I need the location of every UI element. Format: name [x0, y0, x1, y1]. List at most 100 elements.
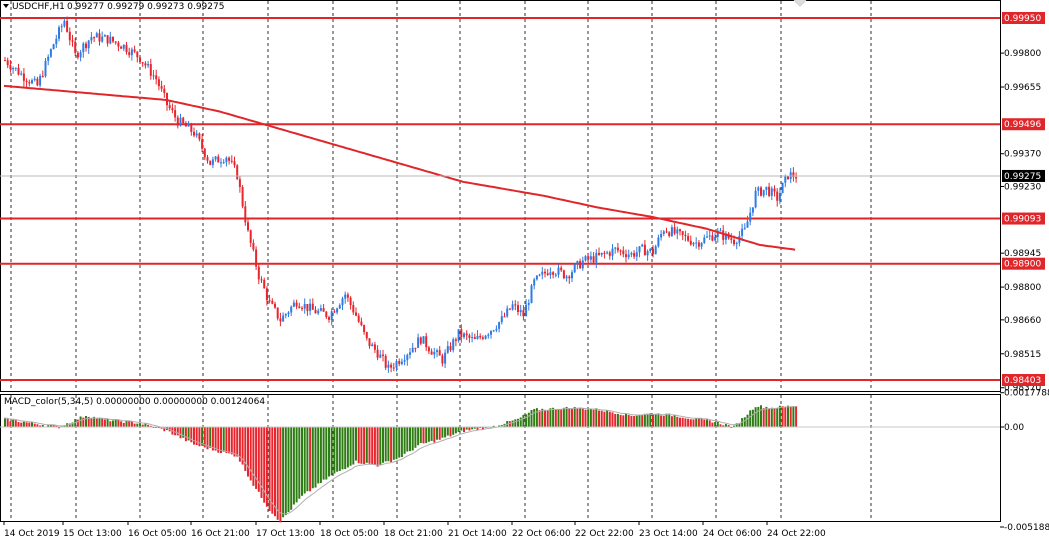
candle-body: [784, 176, 787, 183]
candle-body: [60, 26, 63, 28]
candle-body: [587, 256, 590, 260]
symbol-label: USDCHF,H1: [12, 2, 65, 12]
time-axis-label: 22 Oct 22:00: [575, 529, 634, 538]
macd-bar: [365, 427, 368, 463]
macd-bar: [79, 416, 82, 427]
candle-body: [171, 108, 174, 111]
macd-bar: [627, 414, 630, 427]
candle-body: [349, 297, 352, 306]
candle-body: [670, 227, 673, 236]
price-axis-label: 0.99230: [1004, 182, 1041, 192]
macd-bar: [527, 412, 530, 427]
macd-bar: [322, 427, 325, 480]
macd-bar: [541, 408, 544, 427]
candle-body: [168, 105, 171, 109]
candle-body: [544, 271, 546, 274]
candle-body: [684, 234, 687, 237]
level-price-tag: [1002, 212, 1045, 225]
macd-bar: [160, 427, 163, 429]
candle-body: [660, 233, 663, 238]
candle-body: [182, 117, 185, 123]
macd-bar: [619, 414, 622, 427]
candle-body: [787, 176, 789, 179]
dropdown-arrow-icon[interactable]: [3, 4, 9, 8]
candle-body: [589, 256, 592, 260]
macd-bar: [55, 425, 58, 427]
macd-bar: [460, 427, 463, 431]
macd-bar: [481, 427, 484, 430]
macd-bar: [473, 427, 476, 429]
macd-bar: [492, 425, 495, 427]
macd-bar: [508, 421, 511, 427]
macd-bar: [14, 420, 17, 427]
macd-bar: [222, 427, 225, 452]
horizontal-level-lines[interactable]: [0, 17, 1000, 381]
candle-body: [152, 75, 155, 77]
macd-bar: [538, 410, 541, 427]
candle-body: [328, 317, 330, 320]
candle-body: [662, 231, 665, 234]
candle-body: [14, 67, 17, 69]
macd-bar: [325, 427, 328, 480]
candle-body: [438, 350, 441, 356]
candle-body: [20, 73, 23, 75]
one-click-trading-icon[interactable]: [793, 0, 807, 7]
macd-bar: [128, 420, 131, 427]
candle-body: [363, 325, 366, 333]
candle-body: [716, 230, 719, 237]
candle-body: [130, 49, 133, 56]
macd-bar: [352, 427, 355, 465]
candle-body: [211, 159, 214, 165]
moving-average-line: [3, 84, 796, 251]
candle-body: [490, 330, 492, 335]
candle-body: [792, 172, 795, 178]
candle-body: [47, 56, 50, 61]
macd-bar: [379, 427, 382, 466]
candle-body: [257, 266, 260, 280]
macd-histogram: [4, 405, 798, 523]
macd-bar: [387, 427, 390, 462]
macd-bar: [33, 423, 36, 427]
macd-bar: [252, 427, 255, 486]
candle-body: [133, 49, 136, 52]
macd-bar: [25, 422, 28, 427]
candle-body: [49, 49, 52, 57]
candle-body: [79, 52, 82, 58]
candle-body: [433, 351, 436, 355]
macd-bar: [417, 427, 420, 446]
candle-body: [441, 355, 444, 364]
candle-body: [616, 247, 619, 251]
candle-body: [66, 20, 69, 32]
level-price-tag-text: 0.99950: [1004, 14, 1041, 24]
macd-bar: [603, 411, 606, 427]
macd-bar: [592, 409, 595, 427]
candle-body: [398, 361, 401, 364]
candle-body: [711, 235, 714, 241]
macd-signal-line: [4, 406, 796, 515]
macd-bar: [411, 427, 414, 451]
candle-body: [244, 206, 247, 223]
macd-bar: [130, 421, 133, 427]
candle-body: [654, 246, 657, 255]
macd-bar: [274, 427, 276, 517]
macd-bar: [230, 427, 233, 455]
candlesticks: [4, 16, 798, 373]
macd-bar: [568, 408, 571, 427]
macd-bar: [47, 425, 50, 427]
candle-body: [608, 252, 611, 256]
macd-bar: [554, 409, 557, 427]
macd-bar: [498, 425, 501, 427]
macd-bar: [749, 410, 752, 427]
macd-bar: [122, 422, 125, 427]
macd-bar: [203, 427, 206, 448]
candle-body: [379, 354, 382, 358]
candle-body: [106, 35, 109, 44]
candle-body: [703, 237, 706, 243]
macd-bar: [625, 413, 627, 427]
candle-body: [284, 314, 287, 316]
macd-bar: [517, 418, 519, 427]
macd-bar: [535, 408, 538, 427]
macd-bar: [206, 427, 209, 450]
candle-body: [90, 37, 93, 41]
